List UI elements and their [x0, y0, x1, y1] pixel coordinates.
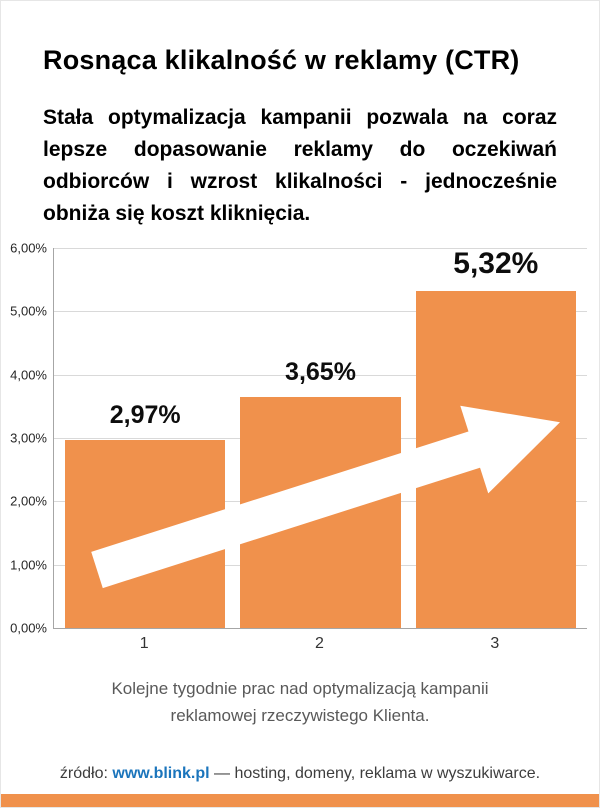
y-tick-label: 1,00% — [10, 557, 47, 573]
footer: źródło: www.blink.pl — hosting, domeny, … — [1, 765, 599, 783]
bar — [415, 291, 576, 628]
x-tick-label: 2 — [315, 635, 324, 652]
chart-caption-line2: reklamowej rzeczywistego Klienta. — [170, 706, 430, 725]
bars-container: 2,97% 3,65% 5,32% — [54, 247, 587, 628]
description-text: Stała optymalizacja kampanii pozwala na … — [43, 106, 557, 225]
y-tick-label: 6,00% — [10, 240, 47, 256]
gridline — [54, 374, 587, 376]
footer-tagline: hosting, domeny, reklama w wyszukiwarce. — [234, 765, 541, 782]
bar-value-label: 2,97% — [109, 400, 181, 429]
footer-dash: — — [214, 765, 231, 782]
y-tick-label: 4,00% — [10, 367, 47, 383]
accent-strip — [1, 794, 599, 807]
source-link[interactable]: www.blink.pl — [112, 765, 210, 782]
bar-group: 2,97% — [65, 248, 226, 628]
plot-wrap: 6,00% 5,00% 4,00% 3,00% 2,00% 1,00% 0,00% 2,97… — [7, 241, 599, 636]
x-axis: 1 2 3 — [53, 629, 586, 653]
bar-value-label: 3,65% — [285, 357, 356, 386]
x-tick-label: 1 — [139, 635, 149, 652]
y-axis: 6,00% 5,00% 4,00% 3,00% 2,00% 1,00% 0,00% — [7, 241, 53, 636]
bar-group: 5,32% — [415, 247, 576, 628]
y-tick-label: 3,00% — [10, 430, 47, 446]
bar — [240, 396, 401, 628]
y-tick-label: 2,00% — [10, 493, 47, 509]
bar-group: 3,65% — [240, 248, 401, 628]
bar — [65, 439, 226, 628]
ctr-bar-chart: 6,00% 5,00% 4,00% 3,00% 2,00% 1,00% 0,00% 2,97… — [1, 241, 599, 653]
page-title: Rosnąca klikalność w reklamy (CTR) — [43, 45, 520, 75]
gridline — [54, 311, 587, 313]
bar-value-label: 5,32% — [453, 247, 539, 281]
y-tick-label: 5,00% — [10, 303, 47, 319]
source-label: źródło: — [59, 765, 108, 782]
y-tick-label: 0,00% — [10, 620, 47, 636]
plot-area: 2,97% 3,65% 5,32% — [53, 247, 587, 629]
gridline — [54, 248, 587, 249]
chart-caption: Kolejne tygodnie prac nad optymalizacją … — [1, 675, 599, 729]
x-tick-label: 3 — [490, 635, 500, 652]
chart-caption-line1: Kolejne tygodnie prac nad optymalizacją … — [111, 679, 489, 698]
